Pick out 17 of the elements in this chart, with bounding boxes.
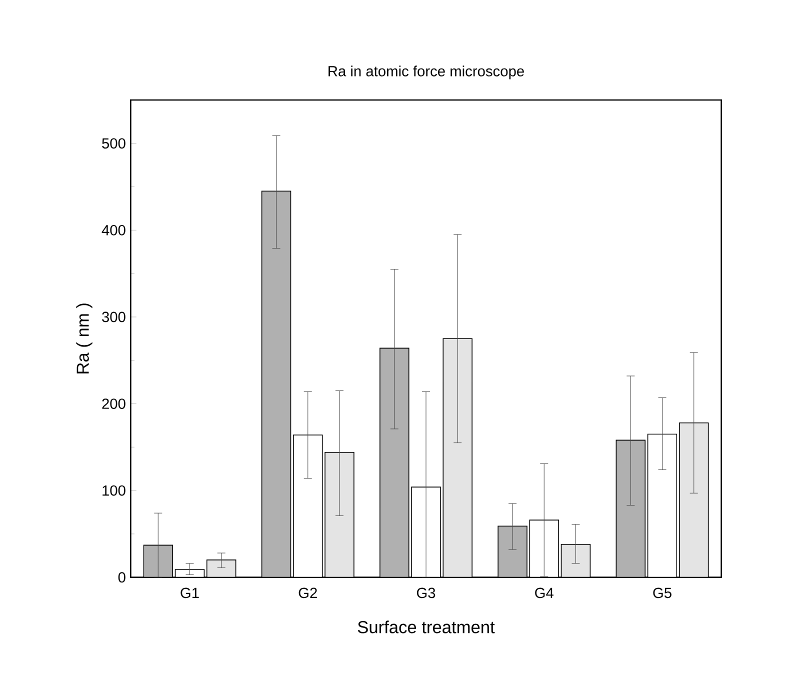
x-axis-title: Surface treatment xyxy=(358,620,495,634)
x-tick-label: G4 xyxy=(535,588,554,598)
x-tick-label: G3 xyxy=(416,588,436,598)
bar xyxy=(678,422,709,578)
bar xyxy=(442,338,472,578)
x-tick-label: G5 xyxy=(653,588,672,598)
y-tick-label: 0 xyxy=(118,572,126,583)
y-axis-title: Ra ( nm ) xyxy=(76,304,92,374)
x-tick-label: G1 xyxy=(180,588,199,598)
y-tick-label: 200 xyxy=(102,398,126,409)
y-tick-label: 300 xyxy=(102,312,126,322)
bar xyxy=(206,560,236,578)
x-tick-label: G2 xyxy=(298,588,317,598)
y-tick-label: 500 xyxy=(102,138,126,149)
y-tick-label: 400 xyxy=(102,225,126,236)
chart-title: Ra in atomic force microscope xyxy=(328,66,524,80)
y-tick-label: 100 xyxy=(102,485,126,496)
